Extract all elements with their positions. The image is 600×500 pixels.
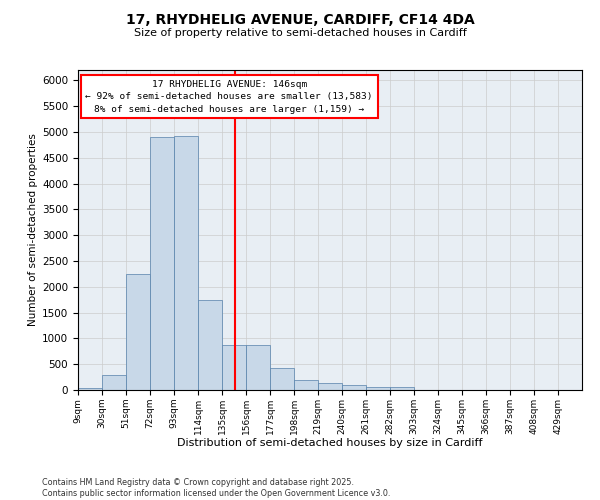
Bar [342, 385, 366, 390]
Bar [294, 380, 318, 390]
Bar [174, 136, 198, 390]
X-axis label: Distribution of semi-detached houses by size in Cardiff: Distribution of semi-detached houses by … [177, 438, 483, 448]
Bar [318, 384, 342, 390]
Bar [222, 345, 246, 390]
Text: Contains HM Land Registry data © Crown copyright and database right 2025.
Contai: Contains HM Land Registry data © Crown c… [42, 478, 391, 498]
Bar [102, 375, 126, 390]
Bar [246, 345, 270, 390]
Text: 17 RHYDHELIG AVENUE: 146sqm
← 92% of semi-detached houses are smaller (13,583)
8: 17 RHYDHELIG AVENUE: 146sqm ← 92% of sem… [85, 80, 373, 114]
Bar [366, 386, 390, 390]
Text: Size of property relative to semi-detached houses in Cardiff: Size of property relative to semi-detach… [134, 28, 466, 38]
Text: 17, RHYDHELIG AVENUE, CARDIFF, CF14 4DA: 17, RHYDHELIG AVENUE, CARDIFF, CF14 4DA [125, 12, 475, 26]
Bar [150, 137, 174, 390]
Bar [126, 274, 150, 390]
Y-axis label: Number of semi-detached properties: Number of semi-detached properties [28, 134, 38, 326]
Bar [270, 368, 294, 390]
Bar [78, 388, 102, 390]
Bar [390, 387, 414, 390]
Bar [198, 300, 222, 390]
